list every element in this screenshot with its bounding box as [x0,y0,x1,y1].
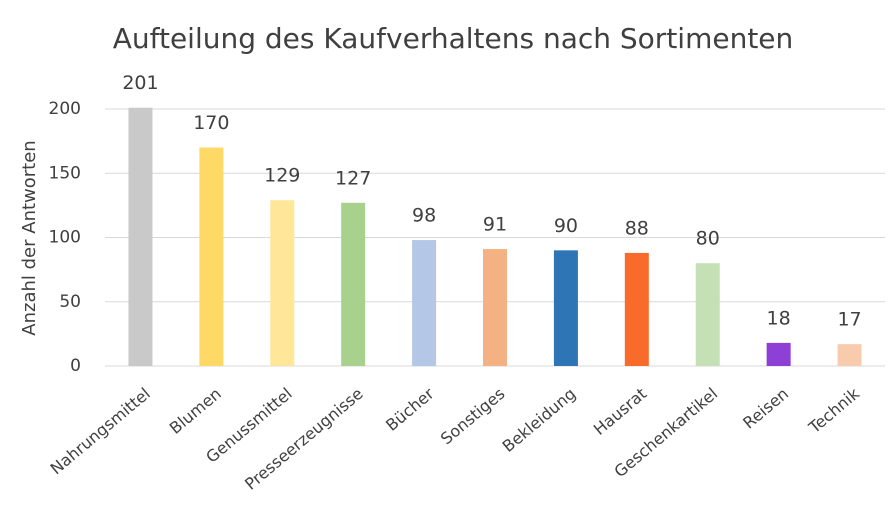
x-tick-label: Reisen [739,384,792,433]
y-tick-label: 200 [49,99,81,119]
x-tick-label: Hausrat [590,384,650,439]
value-label: 127 [335,167,371,189]
value-label: 90 [554,215,578,237]
bar [341,202,366,366]
y-tick-label: 0 [70,356,81,376]
value-label: 91 [483,214,507,236]
bar [837,344,862,366]
x-tick-label: Nahrungsmittel [47,384,154,478]
value-label: 17 [837,309,861,331]
chart-title: Aufteilung des Kaufverhaltens nach Sorti… [113,22,794,55]
x-tick-label: Bekleidung [499,384,580,456]
y-axis-label: Anzahl der Antworten [19,140,40,335]
value-label: 88 [625,217,649,239]
bar [553,250,578,366]
y-tick-label: 100 [49,228,81,248]
value-label: 129 [264,165,300,187]
y-tick-label: 50 [59,292,81,312]
bar [695,263,720,366]
x-tick-label: Technik [804,383,863,437]
value-label: 18 [767,307,791,329]
bar [199,147,224,366]
bar [412,240,437,366]
value-label: 170 [193,112,229,134]
bar [270,200,295,366]
x-tick-label: Sonstiges [437,384,509,448]
x-tick-label: Blumen [166,384,225,438]
x-tick-label: Presseerzeugnisse [241,384,367,494]
y-tick-label: 150 [49,163,81,183]
value-label: 98 [412,205,436,227]
value-label: 80 [696,228,720,250]
bar [624,252,649,366]
x-tick-label: Bücher [382,384,438,435]
bar [483,249,507,366]
bar [128,107,153,366]
bar [766,342,791,366]
value-label: 201 [122,72,158,94]
